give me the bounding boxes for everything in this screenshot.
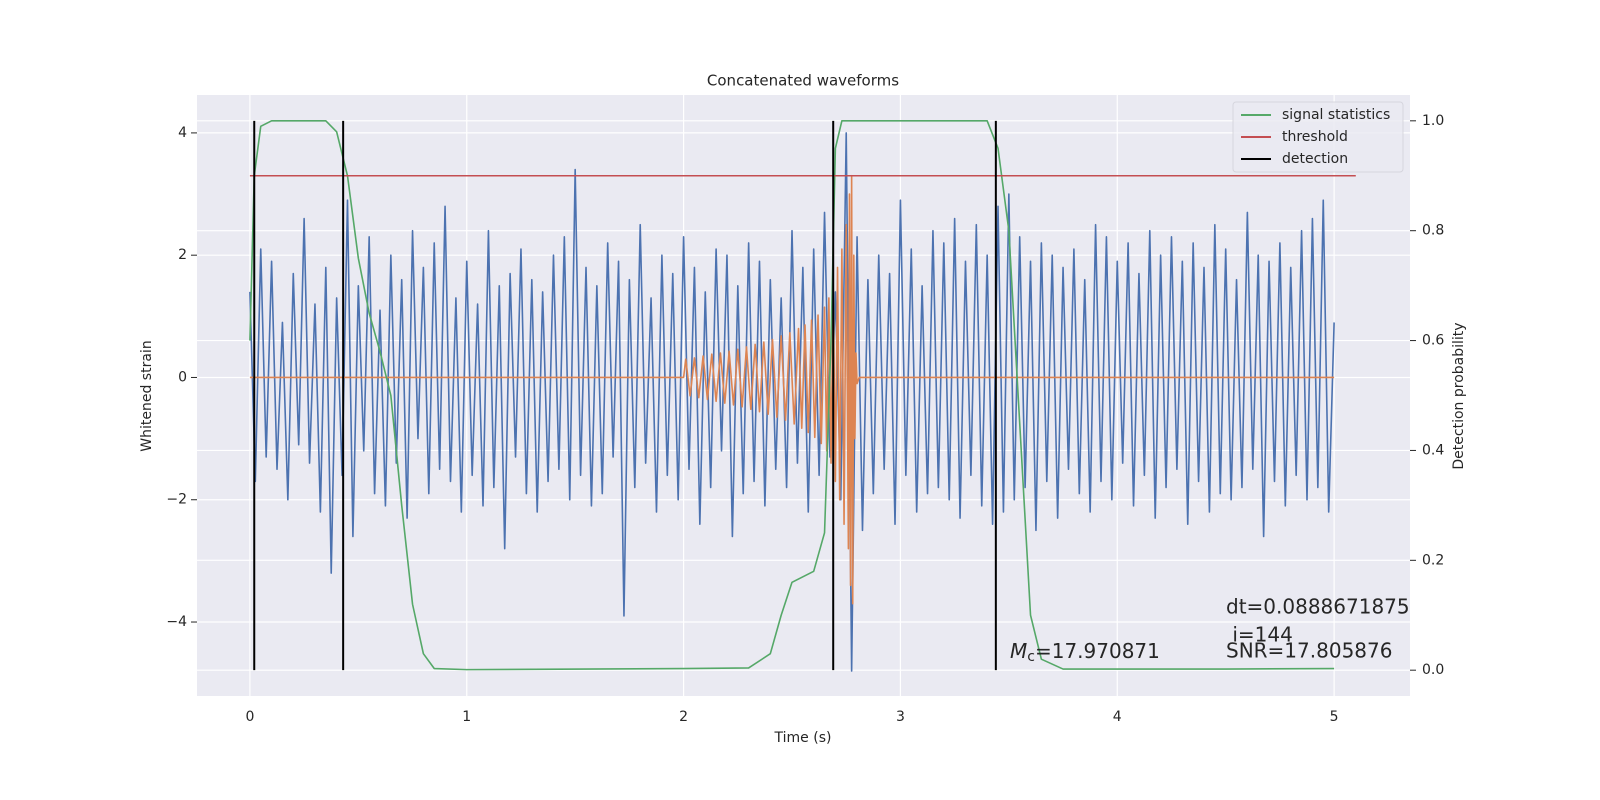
y-tick-label: −4 [166,614,187,630]
annotation-mc: Mc=17.970871 [1010,639,1160,666]
y-tick-label: −2 [166,492,187,508]
lines [249,120,1356,672]
y-tick-label: 2 [178,247,187,263]
y2-tick-label: 1.0 [1422,113,1444,129]
chart-title: Concatenated waveforms [707,72,899,90]
mc-subscript: c [1027,649,1035,665]
x-tick-label: 0 [245,709,254,725]
x-tick-label: 4 [1113,709,1122,725]
y2-axis-label: Detection probability [1451,322,1467,469]
x-tick-label: 2 [679,709,688,725]
series-line [249,120,1335,671]
y2-tick-label: 0.8 [1422,223,1444,239]
annotation-i: i=144 [1226,623,1293,647]
x-axis-label: Time (s) [774,730,832,746]
y-tick-label: 0 [178,369,187,385]
x-tick-label: 5 [1330,709,1339,725]
y2-tick-label: 0.0 [1422,662,1444,678]
y2-tick-label: 0.4 [1422,442,1444,458]
legend-label: detection [1282,151,1348,167]
mc-text: =17.970871 [1035,639,1160,663]
x-tick-label: 3 [896,709,905,725]
legend-box [1232,101,1404,173]
annotation-dt: dt=0.0888671875 [1226,595,1410,619]
y2-tick-label: 0.6 [1422,333,1444,349]
legend-label: threshold [1282,129,1348,145]
y-tick-label: 4 [178,125,187,141]
x-tick-label: 1 [462,709,471,725]
legend: signal statistics threshold detection [1232,101,1404,173]
y2-tick-label: 0.2 [1422,552,1444,568]
mc-symbol: M [1010,639,1027,663]
annotation-snr: SNR=17.805876 [1226,639,1392,663]
y-axis-label: Whitened strain [139,340,155,451]
series-line [253,120,997,671]
series-line [249,132,1335,672]
labels: 0 1 2 3 4 5 −4 −2 0 2 4 0.0 0.2 0.4 0.6 0.8 1.0 [166,113,1444,725]
series-line [249,174,1335,605]
legend-label: signal statistics [1282,107,1390,123]
